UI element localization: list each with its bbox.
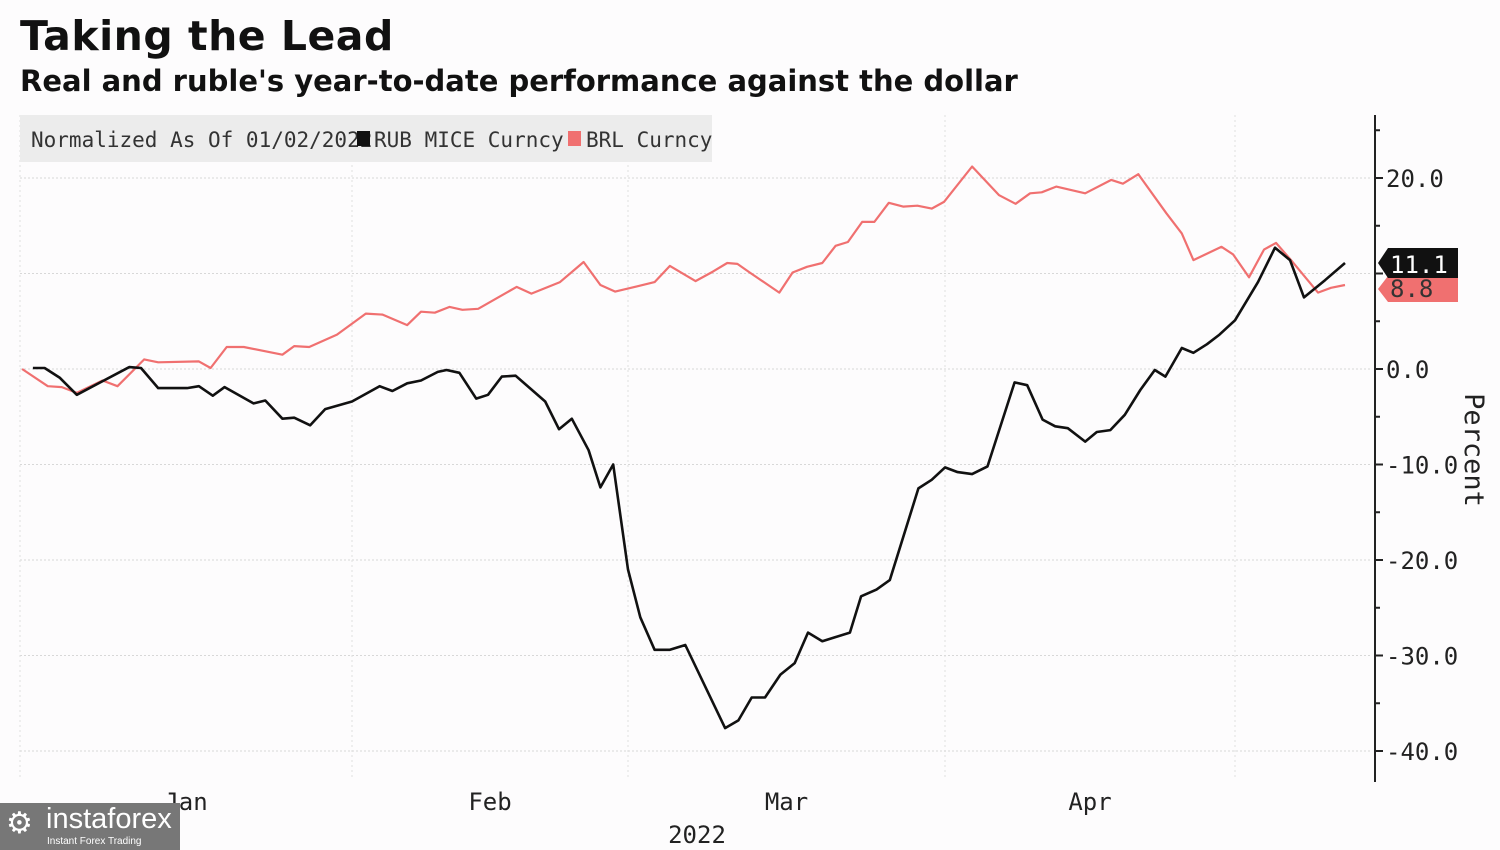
grid — [19, 115, 1372, 780]
y-axis: 20.0 0.0 -10.0 -20.0 -30.0 -40.0 — [1374, 115, 1458, 782]
series-layer — [21, 165, 1346, 730]
y-tick-label: -40.0 — [1386, 738, 1458, 766]
y-tick-label: 0.0 — [1386, 356, 1429, 384]
watermark-name: instaforex — [46, 803, 172, 835]
y-tick-label: -30.0 — [1386, 643, 1458, 671]
x-tick-label: Mar — [765, 788, 808, 816]
brl-line — [21, 165, 1346, 394]
y-tick-label: -20.0 — [1386, 547, 1458, 575]
end-value-labels: 8.811.1 — [1378, 248, 1458, 303]
brl-end-value: 8.8 — [1390, 275, 1433, 303]
y-tick-label: -10.0 — [1386, 452, 1458, 480]
brl-end-label-box — [1378, 276, 1458, 302]
watermark-tagline: Instant Forex Trading — [47, 836, 142, 847]
legend: Normalized As Of 01/02/2022 RUB MICE Cur… — [20, 115, 712, 162]
legend-note: Normalized As Of 01/02/2022 — [31, 128, 372, 152]
x-tick-label: Apr — [1068, 788, 1111, 816]
rub-line — [32, 246, 1346, 730]
rub-end-value: 11.1 — [1390, 251, 1448, 279]
y-axis-title: Percent — [1458, 393, 1489, 507]
gear-logo-icon: ⚙ — [6, 806, 33, 841]
y-tick-label: 20.0 — [1386, 165, 1444, 193]
chart-title: Taking the Lead — [20, 12, 394, 60]
legend-label-rub: RUB MICE Curncy — [374, 128, 564, 152]
legend-swatch-brl — [568, 131, 581, 146]
chart-subtitle: Real and ruble's year-to-date performanc… — [20, 64, 1018, 98]
legend-label-brl: BRL Curncy — [586, 128, 712, 152]
instaforex-watermark-logo: ⚙ instaforex Instant Forex Trading — [0, 803, 180, 850]
x-tick-label: Feb — [468, 788, 511, 816]
x-axis-year-label: 2022 — [668, 821, 726, 849]
legend-swatch-rub — [357, 131, 370, 146]
rub-end-label-box — [1378, 248, 1458, 278]
x-axis-labels: Jan Feb Mar Apr — [164, 788, 1111, 816]
